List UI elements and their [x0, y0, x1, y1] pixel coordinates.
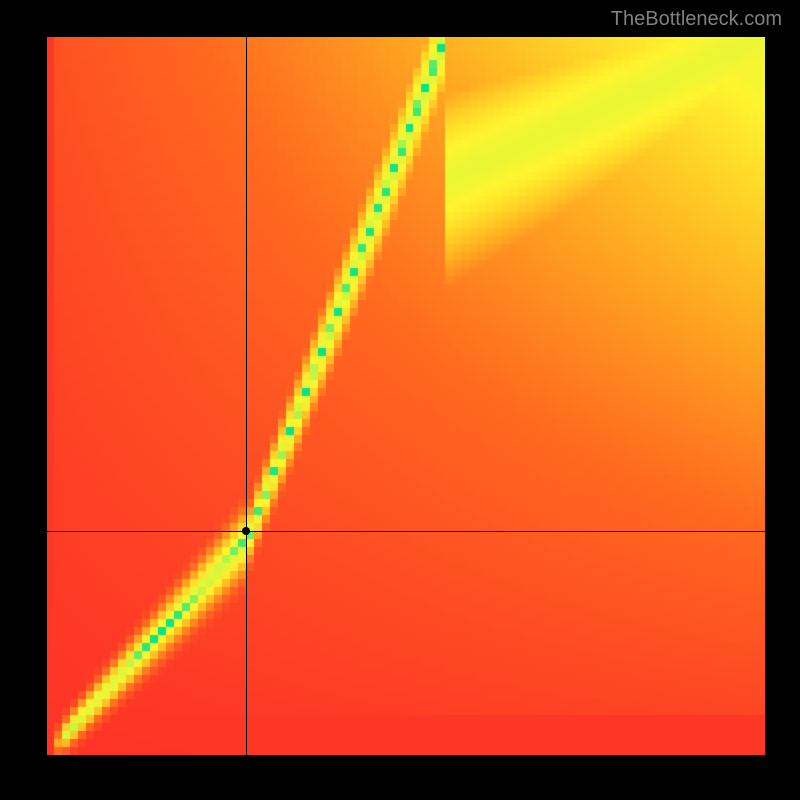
- heatmap-plot-area: [47, 37, 765, 755]
- heatmap-canvas: [47, 37, 765, 755]
- crosshair-horizontal: [47, 531, 765, 532]
- crosshair-marker-dot: [242, 527, 250, 535]
- watermark-text: TheBottleneck.com: [611, 8, 782, 31]
- crosshair-vertical: [246, 37, 247, 755]
